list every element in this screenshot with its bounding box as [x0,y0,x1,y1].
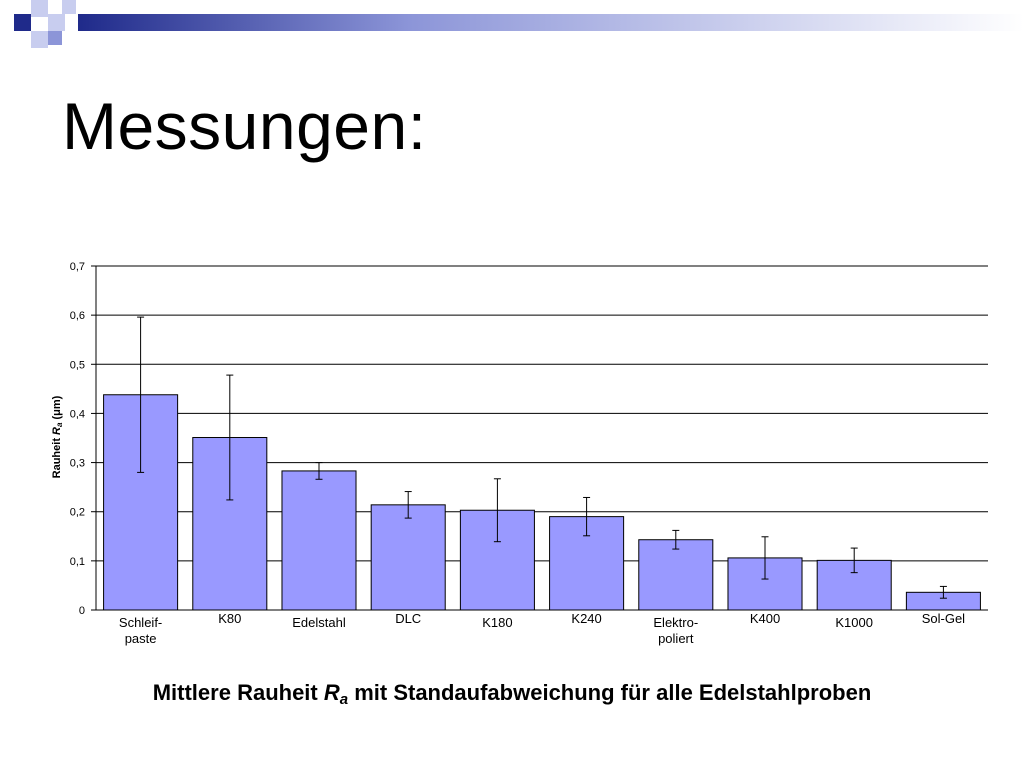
x-category-label: K180 [482,615,512,630]
caption-text-start: Mittlere Rauheit [152,680,324,705]
deco-square-light [31,0,48,17]
x-category-label: K400 [750,611,780,626]
y-tick-label: 0,2 [70,507,85,519]
deco-square-light [62,0,76,14]
x-category-label: K1000 [835,615,873,630]
header-gradient-band [78,14,1024,31]
y-tick-label: 0,4 [70,408,85,420]
y-tick-label: 0,5 [70,359,85,371]
chart-caption: Mittlere Rauheit Ra mit Standaufabweichu… [0,680,1024,708]
caption-subscript: a [339,691,349,708]
x-category-label: K240 [571,611,601,626]
y-axis-title: Rauheit Ra (μm) [51,395,64,478]
header-decoration [14,0,1024,48]
caption-text-end: mit Standaufabweichung für alle Edelstah… [348,680,872,705]
x-category-label: Elektro-poliert [653,615,698,646]
y-tick-label: 0 [79,605,85,617]
y-tick-label: 0,7 [70,261,85,273]
deco-square-light [31,31,48,48]
x-category-label: Sol-Gel [922,611,965,626]
deco-square-dark [14,14,31,31]
slide-title: Messungen: [62,89,427,163]
x-category-label: Edelstahl [292,615,346,630]
y-tick-label: 0,3 [70,458,85,470]
bar [281,470,357,611]
x-category-label: DLC [395,611,421,626]
x-category-label: K80 [218,611,241,626]
deco-square-light [48,14,65,31]
y-tick-label: 0,1 [70,556,85,568]
y-tick-label: 0,6 [70,310,85,322]
deco-square-mid [48,31,62,45]
caption-symbol: R [323,680,340,705]
x-category-label: Schleif-paste [119,615,162,646]
bar [370,504,446,611]
bar [638,539,714,611]
